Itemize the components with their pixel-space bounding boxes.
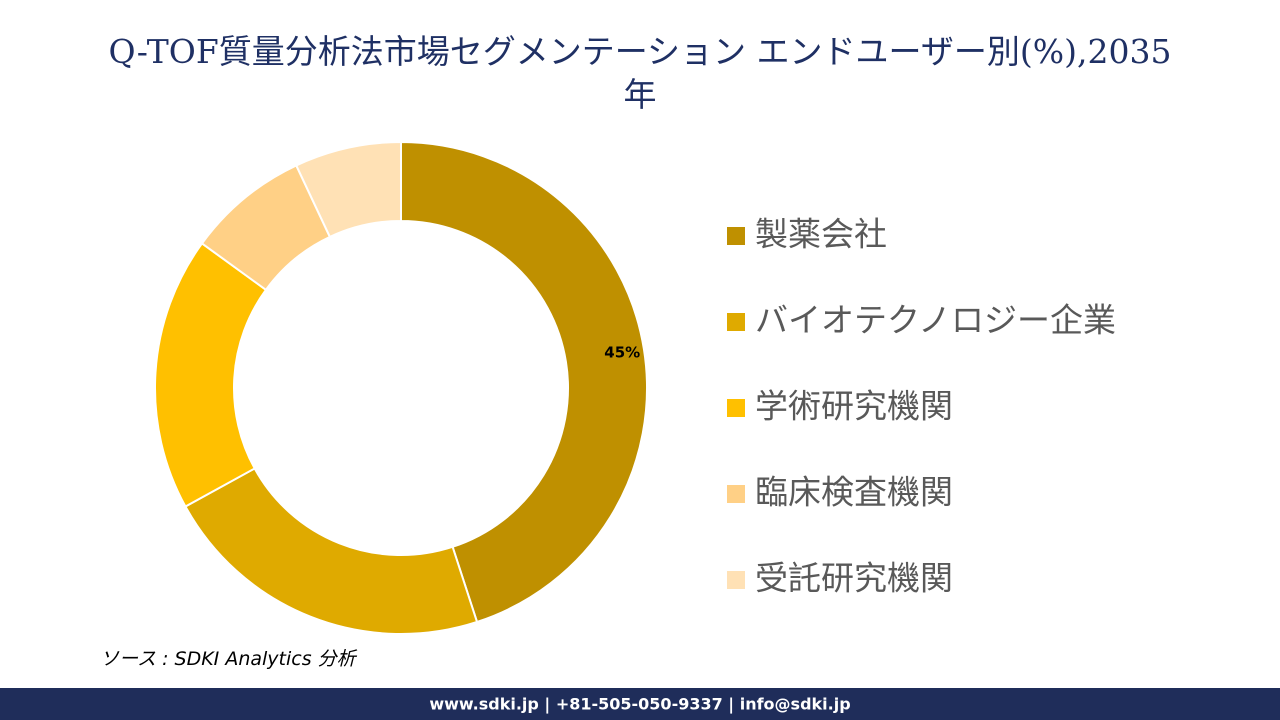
donut-segment xyxy=(400,140,648,624)
legend-swatch xyxy=(727,571,745,589)
footer: www.sdki.jp | +81-505-050-9337 | info@sd… xyxy=(429,695,850,715)
data-label: 45% xyxy=(604,343,640,361)
legend-label: バイオテクノロジー企業 xyxy=(755,301,1116,340)
donut-segment xyxy=(294,140,402,239)
source: ソース : SDKI Analytics 分析 xyxy=(100,648,358,670)
legend-swatch xyxy=(727,313,745,331)
legend-label: 受託研究機関 xyxy=(755,559,953,598)
legend-swatch xyxy=(727,227,745,245)
legend-swatch xyxy=(727,485,745,503)
legend-label: 製薬会社 xyxy=(755,215,887,254)
footer-bar xyxy=(0,688,1280,720)
chart-title: Q-TOF質量分析法市場セグメンテーション エンドユーザー別(%),2035 年 xyxy=(109,32,1172,114)
legend-swatch xyxy=(727,399,745,417)
legend-label: 学術研究機関 xyxy=(755,387,953,426)
donut-segment xyxy=(154,242,268,508)
legend-label: 臨床検査機関 xyxy=(755,473,953,512)
donut-segment xyxy=(184,467,479,635)
